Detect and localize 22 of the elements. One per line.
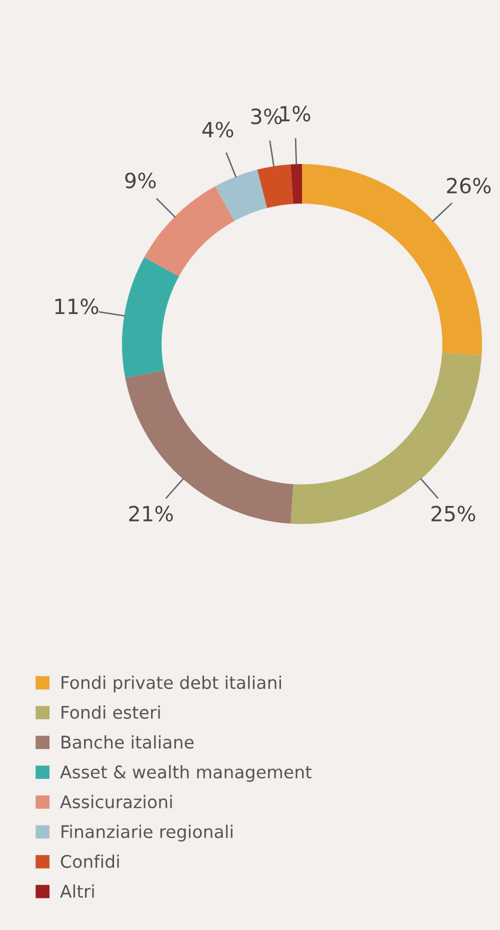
- legend-label: Fondi private debt italiani: [62, 676, 281, 692]
- donut-slice: [215, 170, 268, 221]
- data-label: 1%: [280, 106, 310, 122]
- donut-slice: [125, 370, 294, 524]
- legend-label: Altri: [60, 884, 94, 898]
- donut-slice: [122, 257, 179, 378]
- data-label: 3%: [251, 108, 282, 124]
- data-label: 11%: [55, 298, 98, 314]
- legend-label: Banche italiane: [62, 735, 194, 749]
- data-label: 21%: [129, 506, 173, 522]
- legend-label: Confidi: [60, 854, 119, 868]
- donut-slice: [290, 164, 302, 204]
- data-label: 4%: [202, 122, 234, 138]
- data-label: 9%: [125, 172, 156, 188]
- donut-slice: [290, 352, 482, 524]
- data-label: 25%: [432, 506, 476, 522]
- legend-label: Asset & wealth management: [60, 765, 312, 782]
- legend-label: Assicurazioni: [60, 794, 172, 808]
- legend-label: Finanziarie regionali: [62, 824, 232, 842]
- donut-slice: [257, 164, 294, 208]
- data-label: 26%: [447, 178, 491, 194]
- legend-label: Fondi esteri: [62, 705, 160, 719]
